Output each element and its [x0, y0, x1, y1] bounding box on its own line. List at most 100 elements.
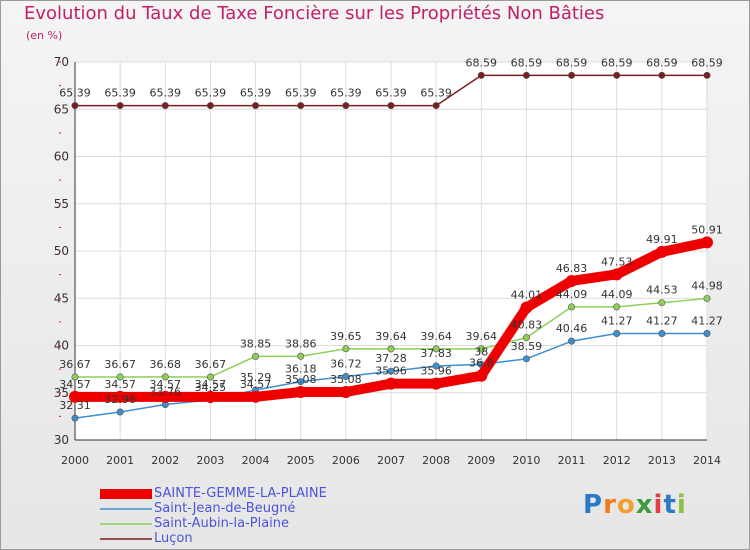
data-label: 44.01 [511, 289, 543, 302]
x-tick-label: 2003 [196, 454, 224, 467]
legend-label: Luçon [154, 531, 193, 546]
data-label: 35.29 [240, 371, 272, 384]
data-label: 47.53 [601, 255, 633, 268]
data-point [297, 378, 305, 386]
data-label: 68.59 [511, 56, 543, 69]
data-point [701, 236, 713, 249]
data-label: 36.67 [59, 358, 91, 371]
data-label: 65.39 [420, 87, 452, 100]
data-point [658, 299, 666, 307]
data-label: 34.57 [59, 378, 91, 391]
data-label: 65.39 [240, 87, 272, 100]
data-point [297, 102, 305, 110]
data-point [477, 345, 485, 353]
x-tick-label: 2013 [648, 454, 676, 467]
data-label: 36.18 [285, 363, 317, 376]
legend-label: Saint-Aubin-la-Plaine [154, 516, 290, 531]
data-label: 35.08 [285, 373, 317, 386]
y-tick-label: 35 [54, 386, 69, 400]
data-label: 34.57 [240, 378, 272, 391]
data-point [387, 345, 395, 353]
data-point [520, 301, 533, 314]
data-point [387, 102, 395, 110]
data-point [206, 102, 214, 110]
data-label: 36.67 [104, 358, 136, 371]
data-label: 44.09 [601, 288, 633, 301]
logo-letter: r [603, 490, 617, 520]
data-point [339, 385, 352, 398]
data-label: 65.39 [285, 87, 317, 100]
data-label: 65.39 [104, 87, 136, 100]
data-point [342, 102, 350, 110]
data-label: 49.91 [646, 233, 678, 246]
data-point [655, 245, 668, 258]
data-point [161, 102, 169, 110]
x-tick-label: 2004 [242, 454, 270, 467]
data-label: 38.85 [240, 337, 272, 350]
data-label: 65.39 [195, 87, 227, 100]
data-label: 50.91 [691, 223, 723, 236]
legend-swatch-saint-aubin [100, 523, 152, 525]
data-point [385, 377, 397, 390]
data-label: 32.31 [59, 399, 91, 412]
legend-swatch-lucon [100, 538, 152, 540]
data-point [116, 373, 124, 381]
data-point [522, 334, 530, 342]
logo-letter: i [653, 490, 664, 520]
data-point [613, 303, 621, 311]
data-point [71, 414, 79, 422]
x-tick-label: 2007 [377, 454, 405, 467]
y-tick-label: 70 [54, 55, 69, 69]
data-label: 44.09 [556, 288, 588, 301]
data-label: 65.39 [150, 87, 182, 100]
data-point [522, 71, 530, 79]
x-tick-label: 2000 [61, 454, 89, 467]
data-point [613, 329, 621, 337]
data-point [204, 390, 217, 403]
data-label: 38.59 [511, 340, 543, 353]
data-point [69, 390, 81, 403]
data-point [568, 337, 576, 345]
data-label: 39.64 [466, 330, 498, 343]
data-label: 39.64 [420, 330, 452, 343]
data-point [477, 71, 485, 79]
x-tick-label: 2014 [693, 454, 721, 467]
y-tick-label: 30 [54, 433, 69, 447]
legend-label: SAINTE-GEMME-LA-PLAINE [154, 486, 327, 501]
data-label: 34.25 [195, 381, 227, 394]
data-point [387, 367, 395, 375]
legend-swatch-saint-jean [100, 508, 152, 510]
data-label: 65.39 [330, 87, 362, 100]
data-label: 36.72 [330, 357, 362, 370]
data-point [342, 345, 350, 353]
data-label: 68.59 [691, 56, 723, 69]
data-point [249, 390, 262, 403]
data-label: 37.83 [420, 347, 452, 360]
data-label: 39.65 [330, 330, 362, 343]
data-label: 41.27 [646, 314, 678, 327]
data-point [432, 102, 440, 110]
x-tick-label: 2008 [422, 454, 450, 467]
y-tick-label: 45 [54, 291, 69, 305]
data-point [206, 373, 214, 381]
data-label: 35.08 [330, 373, 362, 386]
data-point [565, 274, 578, 287]
data-point [432, 362, 440, 370]
data-point [161, 373, 169, 381]
data-point [252, 352, 260, 360]
data-label: 41.27 [691, 314, 723, 327]
data-label: 68.59 [466, 56, 498, 69]
x-tick-label: 2010 [512, 454, 540, 467]
data-label: 36.68 [150, 358, 182, 371]
y-axis-unit: (en %) [26, 29, 63, 42]
data-point [430, 377, 443, 390]
data-point [159, 390, 172, 403]
data-label: 32.96 [104, 393, 136, 406]
data-label: 36.67 [195, 358, 227, 371]
data-point [703, 294, 711, 302]
data-label: 44.53 [646, 284, 678, 297]
data-point [568, 71, 576, 79]
data-point [71, 373, 79, 381]
data-label: 34.57 [104, 378, 136, 391]
